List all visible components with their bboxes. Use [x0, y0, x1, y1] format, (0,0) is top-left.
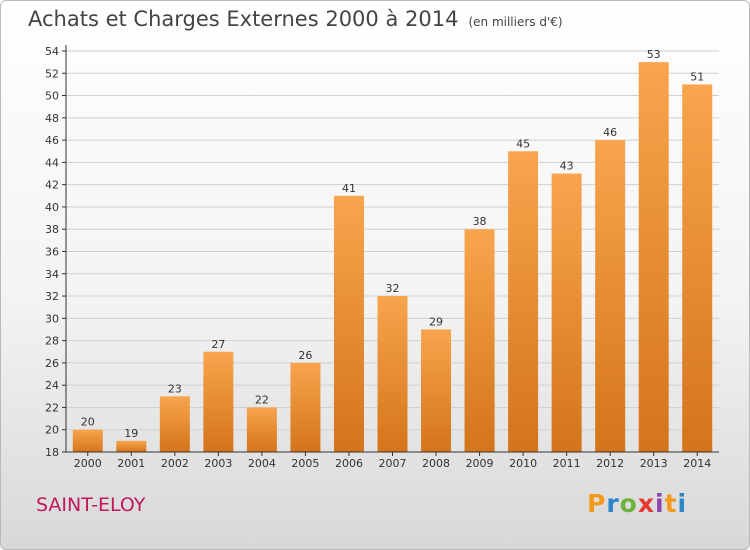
x-tick-label-2003: 2003	[204, 457, 232, 470]
y-tick-label: 40	[45, 201, 59, 214]
bar-2010	[508, 151, 539, 452]
y-tick-label: 18	[45, 446, 59, 459]
x-tick-label-2010: 2010	[509, 457, 537, 470]
bar-2013	[638, 62, 669, 453]
y-tick-label: 48	[45, 112, 59, 125]
bar-2001	[116, 440, 147, 452]
data-label-2000: 20	[81, 416, 95, 429]
data-label-2010: 45	[516, 137, 530, 150]
data-label-2001: 19	[124, 427, 138, 440]
bar-2011	[551, 173, 582, 452]
y-tick-label: 20	[45, 424, 59, 437]
y-tick-label: 22	[45, 401, 59, 414]
y-tick-label: 44	[45, 156, 59, 169]
logo-letter: r	[606, 489, 620, 518]
commune-name: SAINT-ELOY	[36, 494, 146, 516]
logo-letter: x	[637, 489, 655, 518]
data-label-2003: 27	[211, 338, 225, 351]
data-label-2008: 29	[429, 315, 443, 328]
y-tick-label: 50	[45, 90, 59, 103]
x-tick-label-2000: 2000	[74, 457, 102, 470]
title-text: Achats et Charges Externes 2000 à 2014	[28, 7, 459, 31]
logo-letter: i	[677, 489, 688, 518]
y-tick-label: 32	[45, 290, 59, 303]
y-tick-label: 36	[45, 246, 59, 259]
unit-text: (en milliers d'€)	[468, 15, 563, 29]
logo-letter: t	[664, 489, 678, 518]
bar-2000	[72, 429, 103, 452]
x-tick-label-2008: 2008	[422, 457, 450, 470]
x-tick-label-2002: 2002	[161, 457, 189, 470]
x-tick-label-2012: 2012	[596, 457, 624, 470]
data-label-2002: 23	[168, 382, 182, 395]
y-tick-label: 34	[45, 268, 59, 281]
y-tick-label: 54	[45, 45, 59, 58]
bar-2012	[595, 140, 626, 452]
x-tick-label-2001: 2001	[117, 457, 145, 470]
proxiti-logo: Proxiti	[587, 489, 687, 518]
x-tick-label-2004: 2004	[248, 457, 276, 470]
bar-2006	[333, 195, 364, 453]
chart-title: Achats et Charges Externes 2000 à 2014 (e…	[28, 7, 563, 31]
bar-2014	[682, 84, 713, 453]
logo-letter: i	[655, 489, 665, 518]
bar-2008	[421, 329, 452, 452]
data-label-2004: 22	[255, 393, 269, 406]
bar-2007	[377, 296, 408, 452]
y-tick-label: 38	[45, 223, 59, 236]
bar-2004	[246, 407, 277, 452]
bar-2009	[464, 229, 495, 452]
data-label-2005: 26	[298, 349, 312, 362]
y-tick-label: 24	[45, 379, 59, 392]
x-tick-label-2006: 2006	[335, 457, 363, 470]
bar-2002	[159, 396, 190, 452]
data-label-2009: 38	[473, 215, 487, 228]
y-tick-label: 28	[45, 335, 59, 348]
data-label-2006: 41	[342, 182, 356, 195]
data-label-2013: 53	[647, 48, 661, 61]
y-tick-label: 26	[45, 357, 59, 370]
data-label-2011: 43	[560, 160, 574, 173]
bar-2003	[203, 351, 234, 452]
data-label-2007: 32	[386, 282, 400, 295]
data-label-2012: 46	[603, 126, 617, 139]
x-tick-label-2007: 2007	[379, 457, 407, 470]
logo-letter: o	[619, 489, 638, 518]
y-tick-label: 52	[45, 67, 59, 80]
y-tick-label: 46	[45, 134, 59, 147]
y-tick-label: 42	[45, 179, 59, 192]
x-tick-label-2005: 2005	[291, 457, 319, 470]
logo-letter: P	[587, 489, 607, 518]
y-tick-label: 30	[45, 312, 59, 325]
x-tick-label-2011: 2011	[553, 457, 581, 470]
bar-2005	[290, 362, 321, 452]
data-label-2014: 51	[690, 70, 704, 83]
x-tick-label-2013: 2013	[640, 457, 668, 470]
x-tick-label-2009: 2009	[466, 457, 494, 470]
x-tick-label-2014: 2014	[683, 457, 711, 470]
